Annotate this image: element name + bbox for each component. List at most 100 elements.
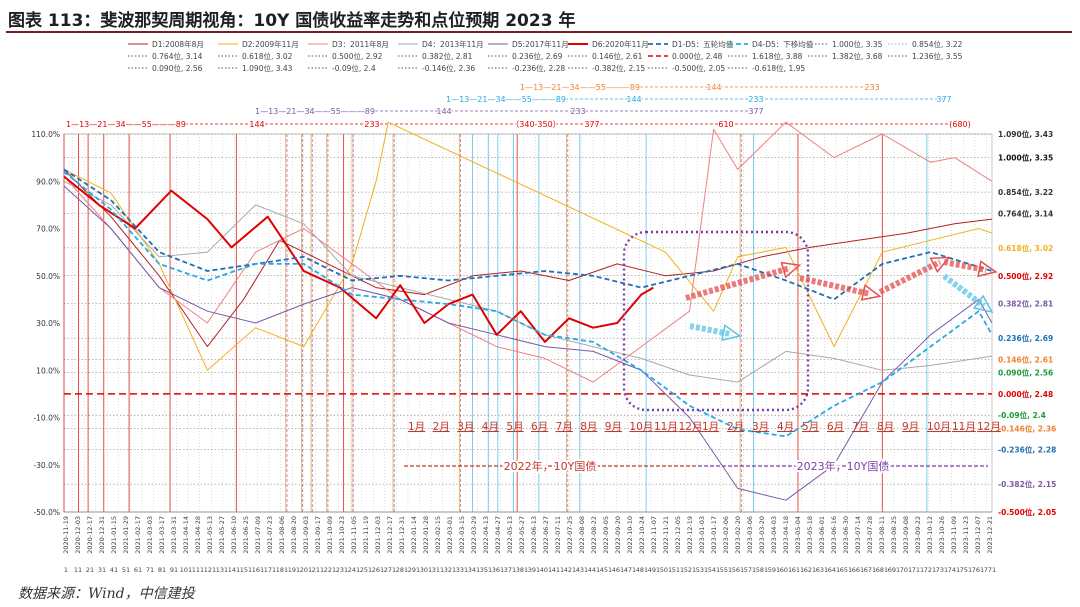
level-label: 1.090位, 3.43 <box>998 129 1053 139</box>
x-date-label: 2023-12-07 <box>974 516 982 554</box>
arrow-blue-shaft <box>942 273 986 309</box>
x-day-number: 281 <box>396 566 408 574</box>
data-source-note: 数据来源：Wind，中信建投 <box>18 586 195 602</box>
legend-label: -0.500位, 2.05 <box>672 63 725 73</box>
month-label-2023: 3月 <box>752 421 769 433</box>
level-label: 0.854位, 3.22 <box>998 187 1053 197</box>
x-day-number: 171 <box>264 566 276 574</box>
series-line <box>63 121 993 383</box>
chart-title: 图表 113：斐波那契周期视角：10Y 国债收益率走势和点位预期 2023 年 <box>8 11 576 31</box>
y-tick-label: -30.0% <box>33 461 60 470</box>
x-day-number: 371 <box>504 566 516 574</box>
x-date-label: 2022-04-13 <box>482 516 490 554</box>
x-day-number: 541 <box>708 566 720 574</box>
x-date-label: 2022-03-29 <box>470 516 478 554</box>
fib-count-label: 377 <box>936 95 951 104</box>
legend-label: D5:2017年11月 <box>512 39 569 49</box>
month-label-2022: 3月 <box>457 421 474 433</box>
x-day-number: 211 <box>312 566 324 574</box>
x-date-label: 2021-07-09 <box>254 516 262 554</box>
x-date-label: 2023-05-04 <box>794 516 802 554</box>
x-date-label: 2022-04-27 <box>494 516 502 554</box>
x-date-label: 2022-08-08 <box>578 516 586 554</box>
fibonacci-yield-chart: D1:2008年8月 D2:2009年11月 D3：2011年8月 D4：2013年1… <box>31 39 1056 574</box>
legend-label: 0.146位, 2.61 <box>592 51 643 61</box>
legend-label: 0.854位, 3.22 <box>912 39 963 49</box>
fib-count-label: 1—13—21—34——55———89 <box>66 120 186 129</box>
x-day-number: 291 <box>408 566 420 574</box>
x-day-number: 591 <box>768 566 780 574</box>
x-date-label: 2023-06-01 <box>818 516 826 554</box>
x-day-number: 131 <box>216 566 228 574</box>
x-day-number: 331 <box>456 566 468 574</box>
arrow-blue-head <box>721 324 742 341</box>
month-label-2022: 1月 <box>408 421 425 433</box>
legend-label: -0.618位, 1.95 <box>752 63 805 73</box>
x-date-label: 2021-07-23 <box>266 516 274 554</box>
x-day-number: 761 <box>972 566 984 574</box>
x-date-label: 2021-08-06 <box>278 516 286 554</box>
x-date-label: 2023-04-18 <box>782 516 790 554</box>
legend-label: -0.09位, 2.4 <box>332 63 376 73</box>
x-date-label: 2022-12-19 <box>686 516 694 554</box>
x-day-number: 1 <box>64 566 68 574</box>
x-date-label: 2021-01-29 <box>122 516 130 554</box>
legend-label: D6:2020年11月 <box>592 39 649 49</box>
chart-legend: D1:2008年8月 D2:2009年11月 D3：2011年8月 D4：2013年1… <box>128 39 963 73</box>
x-day-number: 571 <box>744 566 756 574</box>
x-day-number: 771 <box>984 566 996 574</box>
x-day-number: 701 <box>900 566 912 574</box>
arrow-right-red-head <box>977 260 998 278</box>
x-day-number: 351 <box>480 566 492 574</box>
x-date-label: 2023-04-03 <box>770 516 778 554</box>
legend-label: 1.236位, 3.55 <box>912 51 963 61</box>
legend-label: D2:2009年11月 <box>242 39 299 49</box>
fib-count-label: 144 <box>249 120 264 129</box>
x-date-label: 2020-12-17 <box>86 516 94 554</box>
x-day-number: 61 <box>134 566 142 574</box>
month-label-2022: 9月 <box>605 421 622 433</box>
series-line <box>63 180 993 383</box>
x-date-label: 2023-06-30 <box>842 516 850 554</box>
x-day-number: 471 <box>624 566 636 574</box>
x-date-label: 2023-10-26 <box>938 516 946 554</box>
x-date-label: 2022-12-05 <box>674 516 682 554</box>
x-date-label: 2022-10-10 <box>626 516 634 554</box>
x-date-label: 2022-02-15 <box>434 516 442 554</box>
month-label-2023: 4月 <box>777 421 794 433</box>
x-day-number: 631 <box>816 566 828 574</box>
y-tick-label: -10.0% <box>33 414 60 423</box>
month-label-2022: 8月 <box>580 421 597 433</box>
month-label-2022: 7月 <box>556 421 573 433</box>
x-day-number: 201 <box>300 566 312 574</box>
x-date-label: 2022-01-28 <box>422 516 430 554</box>
arrow-up-red-head <box>780 261 802 279</box>
y-tick-label: 110.0% <box>31 130 60 139</box>
x-day-number: 671 <box>864 566 876 574</box>
x-date-label: 2023-01-03 <box>698 516 706 554</box>
legend-label: 0.236位, 2.69 <box>512 51 563 61</box>
x-day-number: 621 <box>804 566 816 574</box>
x-day-number: 251 <box>360 566 372 574</box>
x-day-number: 451 <box>600 566 612 574</box>
x-day-number: 751 <box>960 566 972 574</box>
x-day-number: 121 <box>204 566 216 574</box>
y-tick-label: 30.0% <box>36 319 60 328</box>
x-day-number: 161 <box>252 566 264 574</box>
month-label-2023: 8月 <box>877 421 894 433</box>
arrow-down-red-head <box>860 283 882 301</box>
x-day-number: 341 <box>468 566 480 574</box>
x-date-label: 2023-10-12 <box>926 516 934 554</box>
year-label: 2023年，10Y国债 <box>797 459 890 473</box>
x-date-label: 2022-08-22 <box>590 516 598 554</box>
y-tick-label: 90.0% <box>36 177 60 186</box>
month-label-2023: 6月 <box>827 421 844 433</box>
x-day-number: 691 <box>888 566 900 574</box>
level-label: -0.236位, 2.28 <box>998 445 1056 455</box>
grid-lines <box>63 133 993 513</box>
legend-label: 1.618位, 3.88 <box>752 51 803 61</box>
y-axis: 110.0% 90.0% 70.0% 50.0% 30.0% 10.0% -10.0% -30… <box>31 130 60 517</box>
x-date-label: 2022-06-27 <box>542 516 550 554</box>
x-date-label: 2021-06-25 <box>242 516 250 554</box>
x-day-number: 191 <box>288 566 300 574</box>
